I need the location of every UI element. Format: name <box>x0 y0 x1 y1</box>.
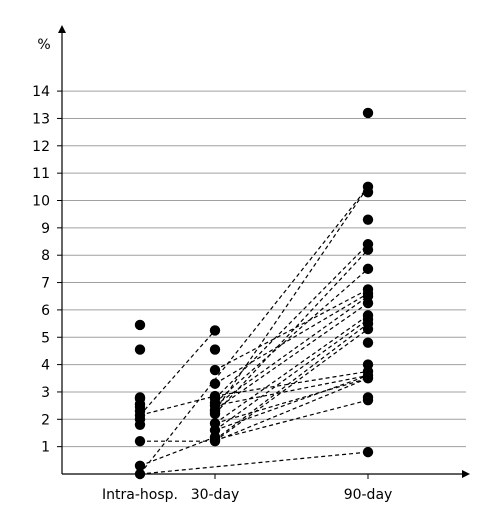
connection-line-9 <box>214 268 369 404</box>
data-point-2-14 <box>362 323 374 335</box>
data-point-1-15 <box>209 435 221 447</box>
data-point-2-21 <box>362 394 374 406</box>
y-tick-label-7: 7 <box>41 276 50 292</box>
y-tick-label-5: 5 <box>41 330 50 346</box>
connection-line-6 <box>214 186 369 412</box>
y-tick-label-6: 6 <box>41 303 50 319</box>
axes <box>57 25 470 479</box>
y-tick-label-1: 1 <box>41 440 50 456</box>
connection-line-19 <box>214 374 369 407</box>
connection-lines <box>139 186 369 475</box>
connection-line-17 <box>214 328 369 442</box>
data-point-2-5 <box>362 244 374 255</box>
data-point-2-2 <box>362 187 374 198</box>
data-point-2-6 <box>362 263 374 275</box>
connection-line-12 <box>214 295 369 407</box>
y-tick-label-8: 8 <box>41 248 50 264</box>
connection-line-5 <box>139 451 369 475</box>
y-tick-label-2: 2 <box>41 412 50 428</box>
data-point-1-2 <box>209 364 221 376</box>
x-category-label-2: 90-day <box>344 487 393 503</box>
grid-layer <box>62 90 466 448</box>
connection-line-20 <box>214 377 369 424</box>
connection-line-15 <box>214 318 369 431</box>
connection-line-0 <box>139 395 216 416</box>
data-points <box>134 107 374 480</box>
x-category-label-1: 30-day <box>191 487 240 503</box>
connection-line-13 <box>214 302 369 411</box>
data-point-0-10 <box>134 435 146 447</box>
y-tick-label-3: 3 <box>41 385 50 401</box>
data-point-0-0 <box>134 319 146 331</box>
data-point-1-0 <box>209 325 221 336</box>
y-tick-label-9: 9 <box>41 221 50 237</box>
data-point-0-1 <box>134 344 146 355</box>
data-point-2-10 <box>362 297 374 309</box>
data-point-0-9 <box>134 419 146 430</box>
connection-line-7 <box>214 243 369 400</box>
connection-line-22 <box>214 374 369 431</box>
data-point-2-15 <box>362 337 374 348</box>
data-point-1-1 <box>209 344 221 355</box>
x-category-label-0: Intra-hosp. <box>102 487 178 503</box>
y-tick-label-11: 11 <box>32 166 50 182</box>
y-tick-label-10: 10 <box>32 194 50 210</box>
y-tick-label-14: 14 <box>32 84 50 100</box>
y-tick-label-4: 4 <box>41 358 50 374</box>
y-tick-label-12: 12 <box>32 139 50 155</box>
y-axis-arrow-icon <box>58 25 66 33</box>
connection-line-21 <box>214 377 369 442</box>
connection-line-8 <box>214 249 369 415</box>
data-point-2-19 <box>362 373 374 384</box>
connection-line-3 <box>139 186 369 475</box>
connection-line-18 <box>214 370 369 397</box>
data-point-2-3 <box>362 214 374 225</box>
data-point-2-0 <box>362 107 374 119</box>
connection-line-11 <box>214 292 369 385</box>
x-axis-arrow-icon <box>462 470 470 478</box>
data-point-2-22 <box>362 446 374 458</box>
y-tick-label-13: 13 <box>32 111 50 127</box>
data-point-0-11 <box>134 460 146 471</box>
connection-line-1 <box>139 330 216 416</box>
data-point-1-3 <box>209 378 221 389</box>
connection-line-23 <box>214 399 369 441</box>
data-point-0-12 <box>134 468 146 480</box>
data-point-1-10 <box>209 408 221 420</box>
connection-line-10 <box>214 288 369 371</box>
connection-line-14 <box>214 314 369 424</box>
connection-line-4 <box>139 436 216 467</box>
y-axis-unit-label: % <box>37 37 50 53</box>
